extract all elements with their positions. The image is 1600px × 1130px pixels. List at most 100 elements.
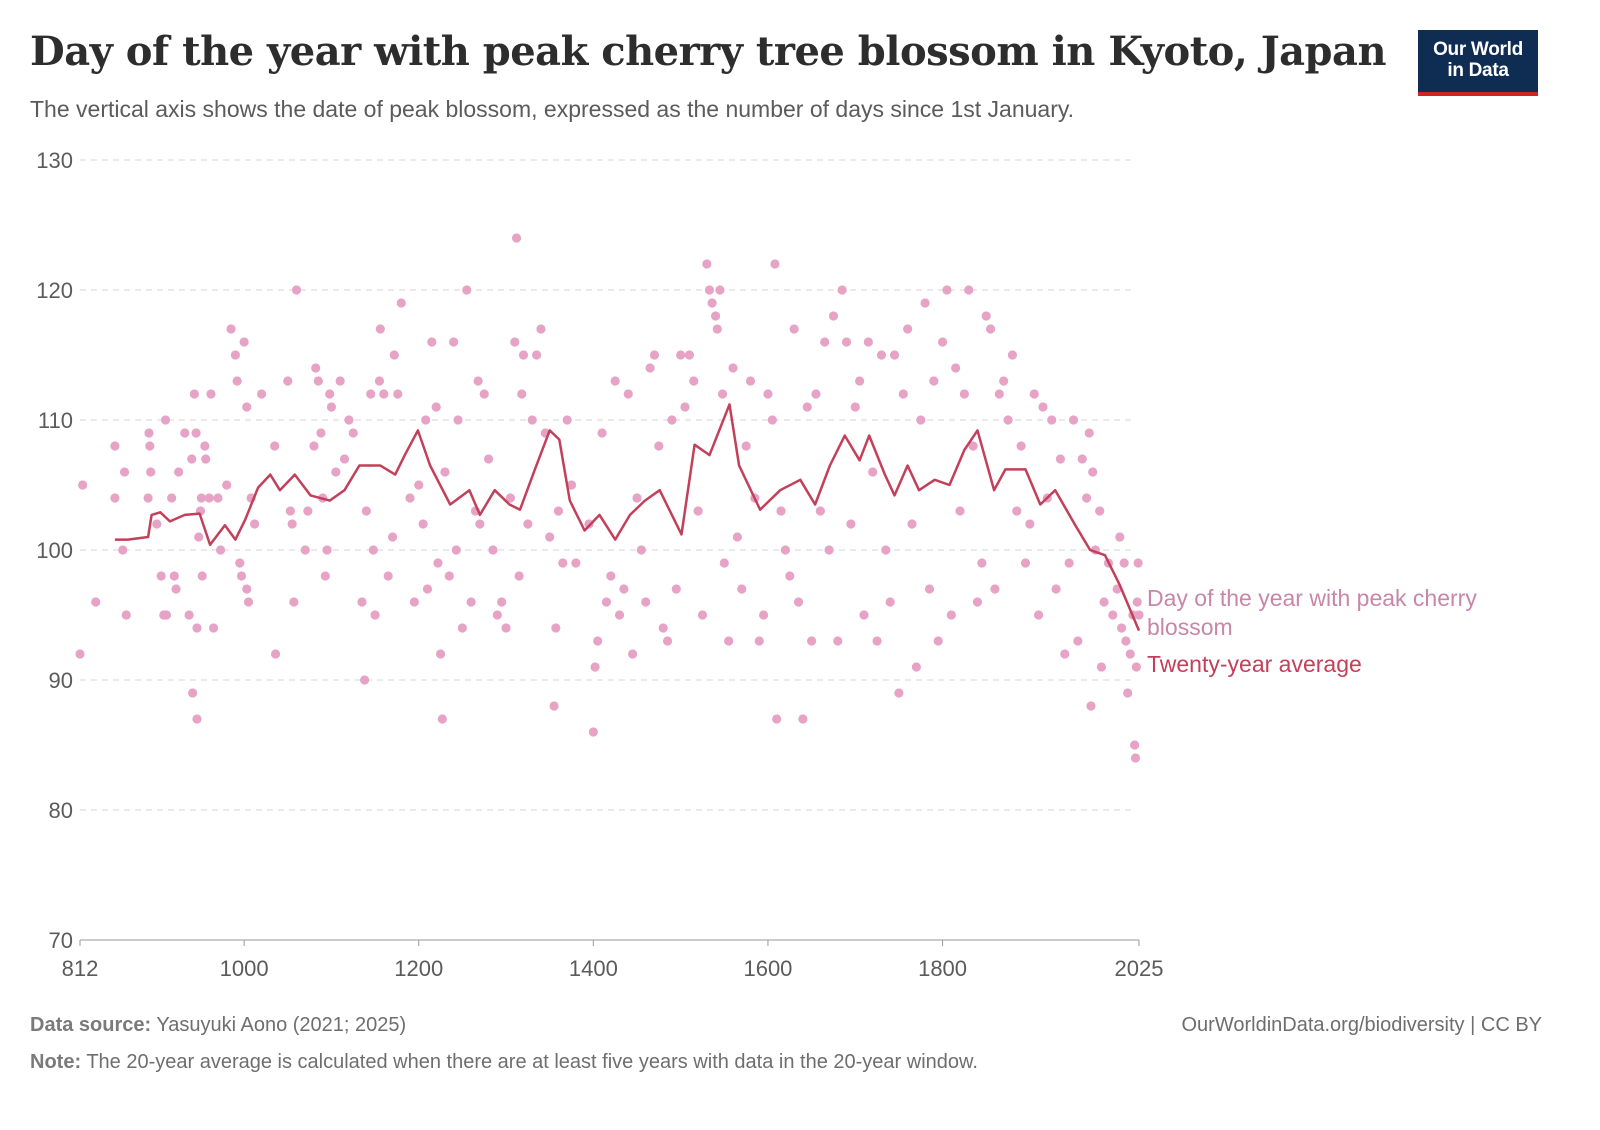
data-point [409, 597, 419, 607]
data-point [421, 415, 431, 425]
data-point [1131, 662, 1141, 672]
data-point [215, 545, 226, 555]
data-point [942, 285, 952, 295]
data-point [270, 441, 280, 451]
data-point [180, 428, 190, 438]
data-point [667, 415, 677, 425]
data-point [684, 350, 694, 360]
data-point [929, 376, 939, 386]
data-point [590, 662, 600, 672]
data-point [815, 506, 825, 516]
data-point [1134, 610, 1144, 620]
data-point [566, 480, 577, 490]
x-tick-label: 812 [62, 956, 99, 981]
data-point [1123, 688, 1133, 698]
data-point [283, 376, 293, 386]
data-point [680, 402, 690, 412]
source-label: Data source: [30, 1014, 152, 1036]
data-point [549, 701, 559, 711]
data-point [226, 324, 236, 334]
y-tick-label: 110 [38, 408, 73, 433]
data-point [881, 545, 891, 555]
data-point [497, 597, 507, 607]
data-point [876, 350, 887, 360]
data-point [968, 441, 978, 451]
data-point [152, 519, 162, 529]
data-point [811, 389, 821, 399]
data-point [462, 285, 472, 295]
data-point [955, 506, 965, 516]
data-point [920, 298, 930, 308]
data-point [270, 649, 281, 659]
data-point [335, 376, 345, 386]
data-point [732, 532, 743, 542]
data-point [309, 441, 319, 451]
data-point [710, 311, 721, 321]
data-point [1084, 428, 1094, 438]
data-point [610, 376, 620, 386]
y-tick-label: 130 [36, 148, 73, 173]
data-point [204, 493, 214, 503]
data-point [289, 597, 299, 607]
data-point [1099, 597, 1109, 607]
data-point [798, 714, 808, 724]
data-point [453, 415, 463, 425]
data-point [457, 623, 467, 633]
data-point [160, 415, 171, 425]
data-point [201, 454, 211, 464]
data-point [776, 506, 786, 516]
data-point [745, 376, 756, 386]
data-point [375, 324, 385, 334]
data-point [676, 350, 686, 360]
data-point [1119, 558, 1129, 568]
source-url[interactable]: OurWorldinData.org/biodiversity | CC BY [1181, 1014, 1542, 1036]
data-point [339, 454, 350, 464]
data-point [763, 389, 773, 399]
data-point [492, 610, 502, 620]
data-point [145, 441, 155, 451]
data-point [405, 493, 415, 503]
data-point [518, 350, 529, 360]
data-point [1055, 454, 1066, 464]
data-point [370, 610, 380, 620]
data-point [311, 363, 321, 373]
data-point [143, 493, 153, 503]
data-point [200, 441, 210, 451]
data-point [850, 402, 860, 412]
data-point [188, 688, 198, 698]
data-point [1020, 558, 1031, 568]
data-point [156, 571, 166, 581]
data-point [119, 467, 130, 477]
owid-logo[interactable]: Our World in Data [1418, 30, 1538, 96]
data-point [1029, 389, 1039, 399]
data-point [313, 376, 323, 386]
data-point [889, 350, 900, 360]
data-point [144, 428, 154, 438]
data-point [911, 662, 921, 672]
average-line-group [114, 403, 1141, 632]
data-point [924, 584, 935, 594]
data-point [110, 441, 120, 451]
gridlines [80, 159, 1135, 811]
data-point [235, 558, 245, 568]
data-point [437, 714, 447, 724]
data-point [551, 623, 561, 633]
data-point [532, 350, 542, 360]
data-point [536, 324, 546, 334]
data-point [937, 337, 948, 347]
x-tick-label: 1400 [569, 956, 618, 981]
data-point [505, 493, 516, 503]
data-point [184, 610, 194, 620]
data-point [118, 545, 128, 555]
data-point [649, 350, 660, 360]
data-point [951, 363, 961, 373]
data-point [511, 233, 522, 243]
data-point [1034, 610, 1044, 620]
data-point [785, 571, 795, 581]
data-point [977, 558, 987, 568]
data-point [348, 428, 358, 438]
data-point [820, 337, 830, 347]
data-point [1003, 415, 1013, 425]
data-point [331, 467, 341, 477]
data-point [885, 597, 895, 607]
